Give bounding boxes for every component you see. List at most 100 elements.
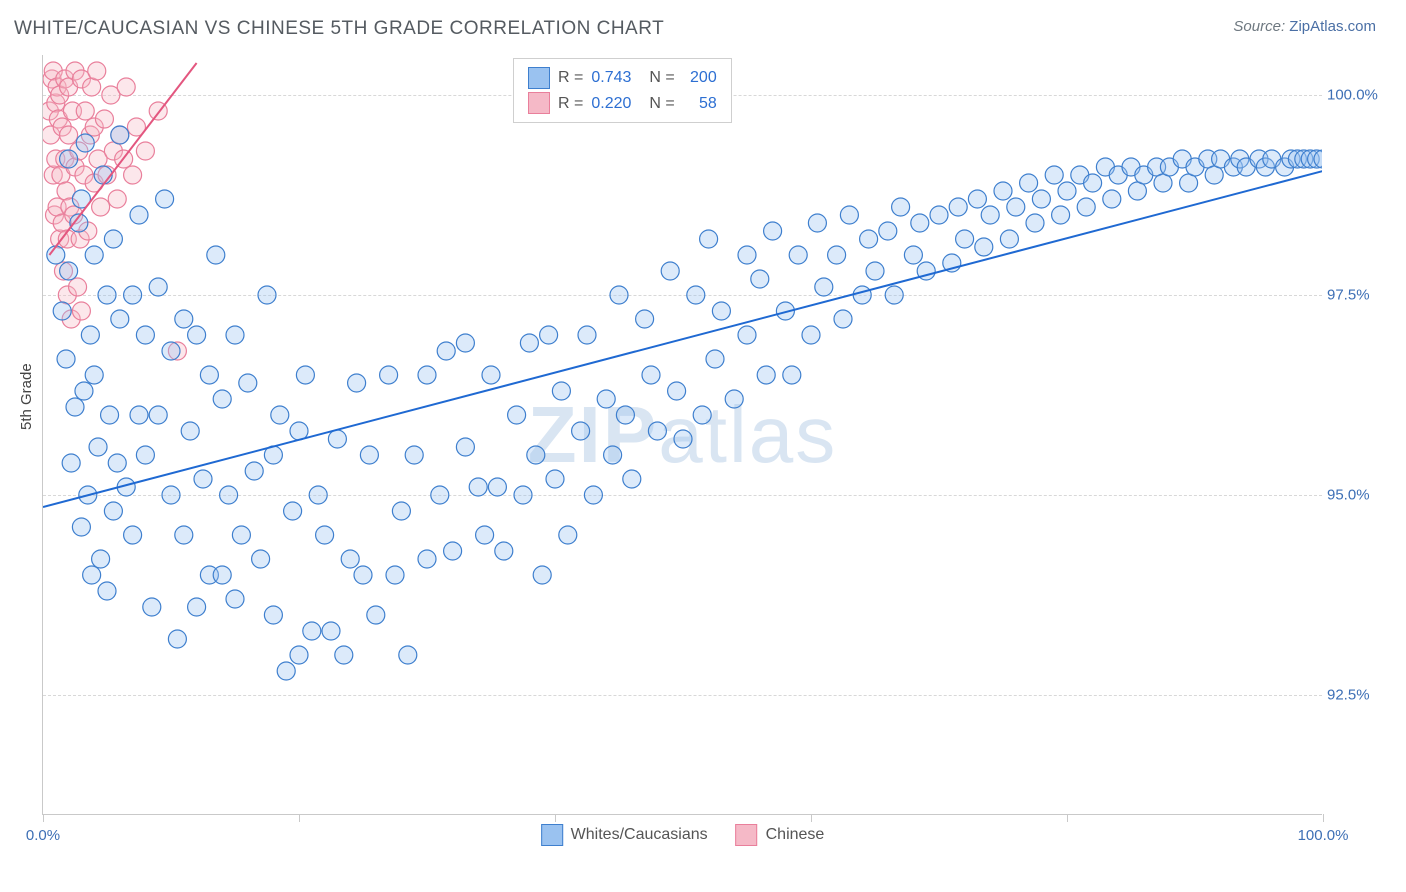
data-point — [1205, 166, 1223, 184]
data-point — [828, 246, 846, 264]
data-point — [213, 566, 231, 584]
data-point — [85, 246, 103, 264]
data-point — [789, 246, 807, 264]
data-point — [488, 478, 506, 496]
data-point — [89, 438, 107, 456]
data-point — [668, 382, 686, 400]
data-point — [642, 366, 660, 384]
data-point — [892, 198, 910, 216]
data-point — [879, 222, 897, 240]
legend-r-label: R = — [558, 65, 583, 91]
data-point — [956, 230, 974, 248]
data-point — [533, 566, 551, 584]
data-point — [1032, 190, 1050, 208]
data-point — [66, 398, 84, 416]
legend-r-value-0: 0.743 — [591, 65, 631, 91]
data-point — [802, 326, 820, 344]
data-point — [975, 238, 993, 256]
data-point — [188, 326, 206, 344]
data-point — [316, 526, 334, 544]
chart-title: WHITE/CAUCASIAN VS CHINESE 5TH GRADE COR… — [14, 18, 664, 40]
data-point — [840, 206, 858, 224]
data-point — [674, 430, 692, 448]
data-point — [335, 646, 353, 664]
data-point — [808, 214, 826, 232]
data-point — [60, 126, 78, 144]
y-tick-label: 92.5% — [1327, 687, 1387, 704]
data-point — [1045, 166, 1063, 184]
data-point — [815, 278, 833, 296]
data-point — [309, 486, 327, 504]
legend-r-value-1: 0.220 — [591, 91, 631, 117]
data-point — [232, 526, 250, 544]
data-point — [111, 126, 129, 144]
legend-swatch-0 — [528, 67, 550, 89]
data-point — [220, 486, 238, 504]
data-point — [72, 518, 90, 536]
data-point — [514, 486, 532, 504]
data-point — [136, 142, 154, 160]
data-point — [392, 502, 410, 520]
data-point — [636, 310, 654, 328]
data-point — [94, 166, 112, 184]
data-point — [725, 390, 743, 408]
data-point — [239, 374, 257, 392]
source-name: ZipAtlas.com — [1289, 18, 1376, 35]
data-point — [911, 214, 929, 232]
data-point — [284, 502, 302, 520]
legend-n-label: N = — [649, 65, 674, 91]
data-point — [783, 366, 801, 384]
data-point — [604, 446, 622, 464]
y-tick-label: 95.0% — [1327, 487, 1387, 504]
legend-r-label: R = — [558, 91, 583, 117]
legend-n-value-0: 200 — [683, 65, 717, 91]
x-tick — [299, 814, 300, 822]
data-point — [348, 374, 366, 392]
data-point — [693, 406, 711, 424]
data-point — [213, 390, 231, 408]
source-attribution: Source: ZipAtlas.com — [1233, 18, 1376, 35]
data-point — [75, 382, 93, 400]
data-point — [62, 454, 80, 472]
data-point — [616, 406, 634, 424]
data-point — [296, 366, 314, 384]
legend-label: Chinese — [766, 826, 825, 844]
data-point — [98, 286, 116, 304]
data-point — [476, 526, 494, 544]
data-point — [149, 278, 167, 296]
data-point — [1052, 206, 1070, 224]
data-point — [540, 326, 558, 344]
data-point — [1026, 214, 1044, 232]
data-point — [290, 646, 308, 664]
data-point — [130, 206, 148, 224]
data-point — [546, 470, 564, 488]
data-point — [418, 366, 436, 384]
data-point — [226, 590, 244, 608]
data-point — [130, 406, 148, 424]
data-point — [92, 550, 110, 568]
data-point — [85, 366, 103, 384]
legend-stats-row-0: R = 0.743 N = 200 — [528, 65, 717, 91]
data-point — [53, 302, 71, 320]
data-point — [162, 486, 180, 504]
data-point — [904, 246, 922, 264]
data-point — [1084, 174, 1102, 192]
legend-stats: R = 0.743 N = 200 R = 0.220 N = 58 — [513, 58, 732, 123]
data-point — [508, 406, 526, 424]
data-point — [1007, 198, 1025, 216]
legend-swatch — [736, 824, 758, 846]
data-point — [81, 326, 99, 344]
y-tick-label: 100.0% — [1327, 87, 1387, 104]
data-point — [245, 462, 263, 480]
data-point — [168, 630, 186, 648]
data-point — [1180, 174, 1198, 192]
data-point — [444, 542, 462, 560]
y-axis-title: 5th Grade — [18, 363, 35, 430]
data-point — [69, 278, 87, 296]
data-point — [83, 566, 101, 584]
data-point — [367, 606, 385, 624]
data-point — [95, 110, 113, 128]
data-point — [258, 286, 276, 304]
data-point — [98, 582, 116, 600]
data-point — [437, 342, 455, 360]
